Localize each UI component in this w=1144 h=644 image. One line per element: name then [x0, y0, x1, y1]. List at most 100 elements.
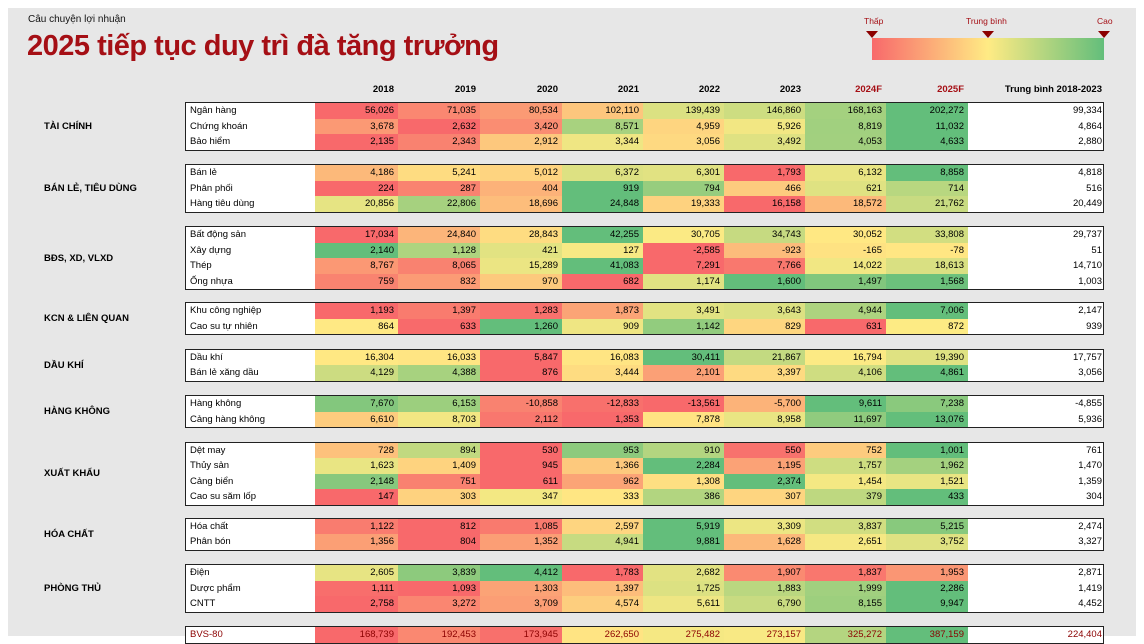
heatmap-cell: 1,174	[643, 273, 724, 289]
heatmap-cell: 19,333	[643, 196, 724, 212]
heatmap-cell: 16,083	[562, 349, 643, 365]
heatmap-cell: 8,858	[886, 165, 968, 181]
sector-group: BVS-80 168,739 192,453 173,945 262,650 275,48…	[185, 626, 1104, 644]
average-cell: 51	[1091, 244, 1102, 256]
heatmap-cell: 1,873	[562, 303, 643, 319]
row-label: Khu công nghiệp	[190, 305, 262, 316]
heatmap-cell: 173,945	[480, 627, 562, 643]
heatmap-cell: 1,568	[886, 273, 968, 289]
heatmap-cell: -923	[724, 242, 805, 258]
heatmap-cell: 3,056	[643, 134, 724, 150]
heatmap-cell: 1,628	[724, 534, 805, 550]
heatmap-cell: 56,026	[315, 103, 398, 119]
heatmap-cell: 224	[315, 180, 398, 196]
heatmap-cell: -2,585	[643, 242, 724, 258]
heatmap-cell: -12,833	[562, 396, 643, 412]
sector-label: XUẤT KHẨU	[44, 468, 100, 479]
heatmap-cell: -13,561	[643, 396, 724, 412]
heatmap-cell: 752	[805, 442, 886, 458]
heatmap-cell: 794	[643, 180, 724, 196]
heatmap-cell: 7,670	[315, 396, 398, 412]
heatmap-cell: 910	[643, 442, 724, 458]
heatmap-cell: 611	[480, 473, 562, 489]
column-header-2023: 2023	[779, 84, 801, 95]
heatmap-cell: 1,793	[724, 165, 805, 181]
heatmap-cell: 4,053	[805, 134, 886, 150]
heatmap-cell: 1,303	[480, 580, 562, 596]
table-row: Bảo hiểm 2,135 2,343 2,912 3,344 3,056 3,492 4,…	[186, 134, 1103, 150]
heatmap-cell: 633	[398, 318, 480, 334]
heatmap-cell: 146,860	[724, 103, 805, 119]
row-label: Cao su săm lốp	[190, 491, 257, 502]
average-cell: 17,757	[1072, 351, 1102, 363]
sector-group: Hóa chất 1,122 812 1,085 2,597 5,919 3,309 3,83…	[185, 517, 1104, 551]
heatmap-cell: 15,289	[480, 258, 562, 274]
column-header-average: Trung bình 2018-2023	[1004, 84, 1102, 95]
heatmap-cell: 4,186	[315, 165, 398, 181]
heatmap-cell: 71,035	[398, 103, 480, 119]
row-label: CNTT	[190, 598, 216, 609]
heatmap-cell: 34,743	[724, 227, 805, 243]
table-row: Hàng tiêu dùng 20,856 22,806 18,696 24,848 19…	[186, 196, 1103, 212]
heatmap-cell: 4,861	[886, 365, 968, 381]
heatmap-cell: 2,112	[480, 411, 562, 427]
heatmap-cell: 550	[724, 442, 805, 458]
table-row: Điện 2,605 3,839 4,412 1,783 2,682 1,907 1,837 1…	[186, 565, 1103, 581]
heatmap-cell: 4,574	[562, 596, 643, 612]
heatmap-cell: 7,878	[643, 411, 724, 427]
heatmap-cell: 307	[724, 489, 805, 505]
heatmap-cell: 8,819	[805, 118, 886, 134]
heatmap-cell: 11,032	[886, 118, 968, 134]
table-row: Cao su tự nhiên 864 633 1,260 909 1,142 829 631…	[186, 318, 1103, 334]
heatmap-cell: 9,947	[886, 596, 968, 612]
heatmap-cell: 3,837	[805, 518, 886, 534]
heatmap-cell: 1,497	[805, 273, 886, 289]
heatmap-cell: 3,272	[398, 596, 480, 612]
heatmap-cell: 8,767	[315, 258, 398, 274]
heatmap-cell: 751	[398, 473, 480, 489]
average-cell: 2,474	[1078, 520, 1102, 532]
heatmap-cell: 5,012	[480, 165, 562, 181]
heatmap-cell: 6,153	[398, 396, 480, 412]
heatmap-cell: 7,766	[724, 258, 805, 274]
heatmap-cell: 139,439	[643, 103, 724, 119]
column-header-2022: 2022	[698, 84, 720, 95]
table-row: Xây dựng 2,140 1,128 421 127 -2,585 -923 -165 -7…	[186, 242, 1103, 258]
average-cell: 1,470	[1078, 460, 1102, 471]
sector-group: Bất động sản 17,034 24,840 28,843 42,255 30,7…	[185, 226, 1104, 290]
heatmap-cell: 3,709	[480, 596, 562, 612]
heatmap-cell: 2,651	[805, 534, 886, 550]
heatmap-cell: 3,839	[398, 565, 480, 581]
average-cell: -4,855	[1075, 398, 1102, 409]
heatmap-cell: 919	[562, 180, 643, 196]
heatmap-cell: 7,006	[886, 303, 968, 319]
row-label: Dầu khí	[190, 351, 223, 363]
heatmap-cell: 11,697	[805, 411, 886, 427]
heatmap-cell: 1,397	[562, 580, 643, 596]
row-label: Bảo hiểm	[190, 136, 231, 147]
heatmap-cell: 945	[480, 458, 562, 474]
heatmap-cell: 2,758	[315, 596, 398, 612]
heatmap-cell: 2,284	[643, 458, 724, 474]
heatmap-cell: 1,521	[886, 473, 968, 489]
heatmap-cell: 759	[315, 273, 398, 289]
table-row: Thép 8,767 8,065 15,289 41,083 7,291 7,766 14,0…	[186, 258, 1103, 274]
heatmap-cell: 8,571	[562, 118, 643, 134]
heatmap-cell: 6,372	[562, 165, 643, 181]
heatmap-cell: 1,837	[805, 565, 886, 581]
heatmap-cell: 3,752	[886, 534, 968, 550]
average-cell: 2,880	[1078, 136, 1102, 147]
heatmap-cell: 3,344	[562, 134, 643, 150]
heatmap-cell: 30,052	[805, 227, 886, 243]
heatmap-cell: 5,215	[886, 518, 968, 534]
heatmap-cell: 832	[398, 273, 480, 289]
heatmap-cell: 202,272	[886, 103, 968, 119]
average-cell: 3,056	[1078, 367, 1102, 378]
average-cell: 1,419	[1078, 582, 1102, 594]
heatmap-cell: 1,397	[398, 303, 480, 319]
heatmap-cell: 18,572	[805, 196, 886, 212]
heatmap-cell: 1,907	[724, 565, 805, 581]
row-label: Phân phối	[190, 182, 233, 194]
row-label: Bán lẻ	[190, 167, 217, 178]
column-header-2021: 2021	[617, 84, 639, 95]
